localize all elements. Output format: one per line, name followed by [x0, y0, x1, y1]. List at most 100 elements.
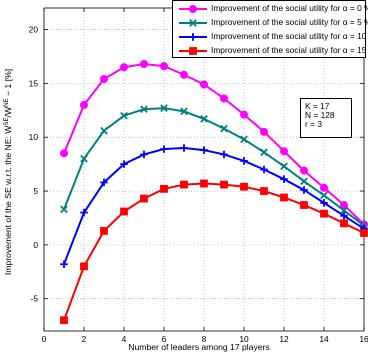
- data-point: [140, 105, 148, 114]
- data-point: [300, 186, 308, 194]
- series-line: [63, 146, 365, 265]
- data-point: [100, 226, 108, 235]
- data-point: [159, 62, 168, 71]
- y-tick-label: 5: [33, 186, 38, 196]
- series-3: [60, 179, 368, 325]
- axes: 0 2 4 6 8 10 12 14 16 -5 0 5 10 15 20: [29, 7, 368, 344]
- data-point: [339, 201, 348, 210]
- x-tick-label: 0: [42, 334, 47, 344]
- data-point: [80, 262, 88, 271]
- data-point-stroke: [240, 135, 248, 144]
- series-line: [63, 182, 365, 321]
- y-axis-label: Improvement of the SE w.r.t. the NE: WSE…: [3, 69, 13, 275]
- data-point: [220, 124, 228, 133]
- data-point: [199, 80, 208, 89]
- data-point-stroke: [280, 162, 288, 171]
- data-point: [300, 177, 308, 186]
- data-point-stroke: [80, 154, 88, 163]
- data-point: [140, 194, 148, 203]
- data-point: [180, 107, 188, 116]
- legend: Improvement of the social utility for α …: [172, 0, 368, 58]
- series-line: [63, 62, 365, 226]
- data-point: [280, 162, 288, 171]
- parameter-box: K = 17 N = 128 r = 3: [300, 98, 352, 138]
- legend-item: Improvement of the social utility for α …: [175, 30, 368, 44]
- data-point: [260, 148, 268, 157]
- data-point-stroke: [60, 205, 68, 214]
- legend-item: Improvement of the social utility for α …: [175, 44, 368, 58]
- data-point: [259, 127, 268, 136]
- data-point-stroke: [260, 148, 268, 157]
- data-point: [279, 147, 288, 156]
- legend-label: Improvement of the social utility for α …: [211, 31, 368, 41]
- data-point-stroke: [120, 111, 128, 120]
- data-point: [140, 150, 148, 159]
- y-axis-label-tail: − 1 [%]: [3, 69, 13, 98]
- data-point: [200, 179, 208, 188]
- data-point: [60, 260, 68, 269]
- data-point: [180, 180, 188, 189]
- data-point: [220, 180, 228, 189]
- legend-label: Improvement of the social utility for α …: [211, 17, 368, 27]
- data-point-stroke: [160, 104, 168, 112]
- data-point: [320, 199, 328, 207]
- data-point: [240, 157, 248, 165]
- data-point: [60, 316, 68, 325]
- x-tick-label: 8: [202, 334, 207, 344]
- data-point: [120, 160, 128, 168]
- data-point: [160, 104, 168, 112]
- data-point: [60, 149, 69, 158]
- data-point: [360, 229, 368, 237]
- x-axis-label: Number of leaders among 17 players: [128, 342, 269, 352]
- param-r: r = 3: [305, 119, 322, 129]
- data-point: [260, 165, 268, 174]
- data-point: [80, 154, 88, 163]
- y-tick-label: 10: [29, 132, 39, 142]
- data-point: [319, 183, 328, 192]
- param-n: N = 128: [305, 110, 335, 120]
- legend-label: Improvement of the social utility for α …: [211, 45, 368, 55]
- data-point: [320, 191, 328, 200]
- x-tick-label: 12: [279, 334, 289, 344]
- x-tick-label: 10: [239, 334, 249, 344]
- data-point: [219, 94, 228, 103]
- y-tick-label: -5: [31, 294, 39, 304]
- data-point-stroke: [140, 105, 148, 114]
- legend-swatch-3: [179, 47, 207, 55]
- data-point-stroke: [220, 124, 228, 133]
- data-point: [239, 110, 248, 119]
- data-point-stroke: [180, 107, 188, 116]
- data-point: [189, 33, 197, 41]
- data-point-stroke: [200, 115, 208, 123]
- data-point: [120, 111, 128, 120]
- data-point-stroke: [320, 191, 328, 200]
- data-point-stroke: [100, 126, 108, 135]
- legend-item: Improvement of the social utility for α …: [175, 16, 368, 30]
- data-point: [280, 175, 288, 183]
- series-0: [60, 59, 368, 229]
- data-point: [80, 100, 89, 109]
- data-point: [300, 201, 308, 209]
- data-point: [139, 59, 148, 68]
- y-tick-label: 20: [29, 25, 39, 35]
- data-point: [280, 193, 288, 202]
- data-point: [320, 209, 328, 218]
- series-line: [63, 107, 365, 227]
- y-tick-label: 0: [33, 240, 38, 250]
- data-point: [220, 150, 228, 159]
- x-tick-label: 2: [82, 334, 87, 344]
- y-axis-label-sup2: NE: [3, 98, 10, 107]
- data-point: [120, 207, 128, 216]
- data-point: [340, 219, 348, 228]
- x-tick-label: 14: [319, 334, 329, 344]
- y-axis-label-mid: /W: [3, 106, 13, 117]
- y-tick-label: 15: [29, 78, 39, 88]
- data-point: [200, 146, 208, 154]
- y-axis-label-main: Improvement of the SE w.r.t. the NE: W: [3, 125, 13, 275]
- data-point: [100, 126, 108, 135]
- data-point: [240, 135, 248, 144]
- data-point: [80, 208, 88, 217]
- series-layer: [60, 59, 368, 325]
- data-point: [340, 206, 348, 215]
- data-point: [60, 205, 68, 214]
